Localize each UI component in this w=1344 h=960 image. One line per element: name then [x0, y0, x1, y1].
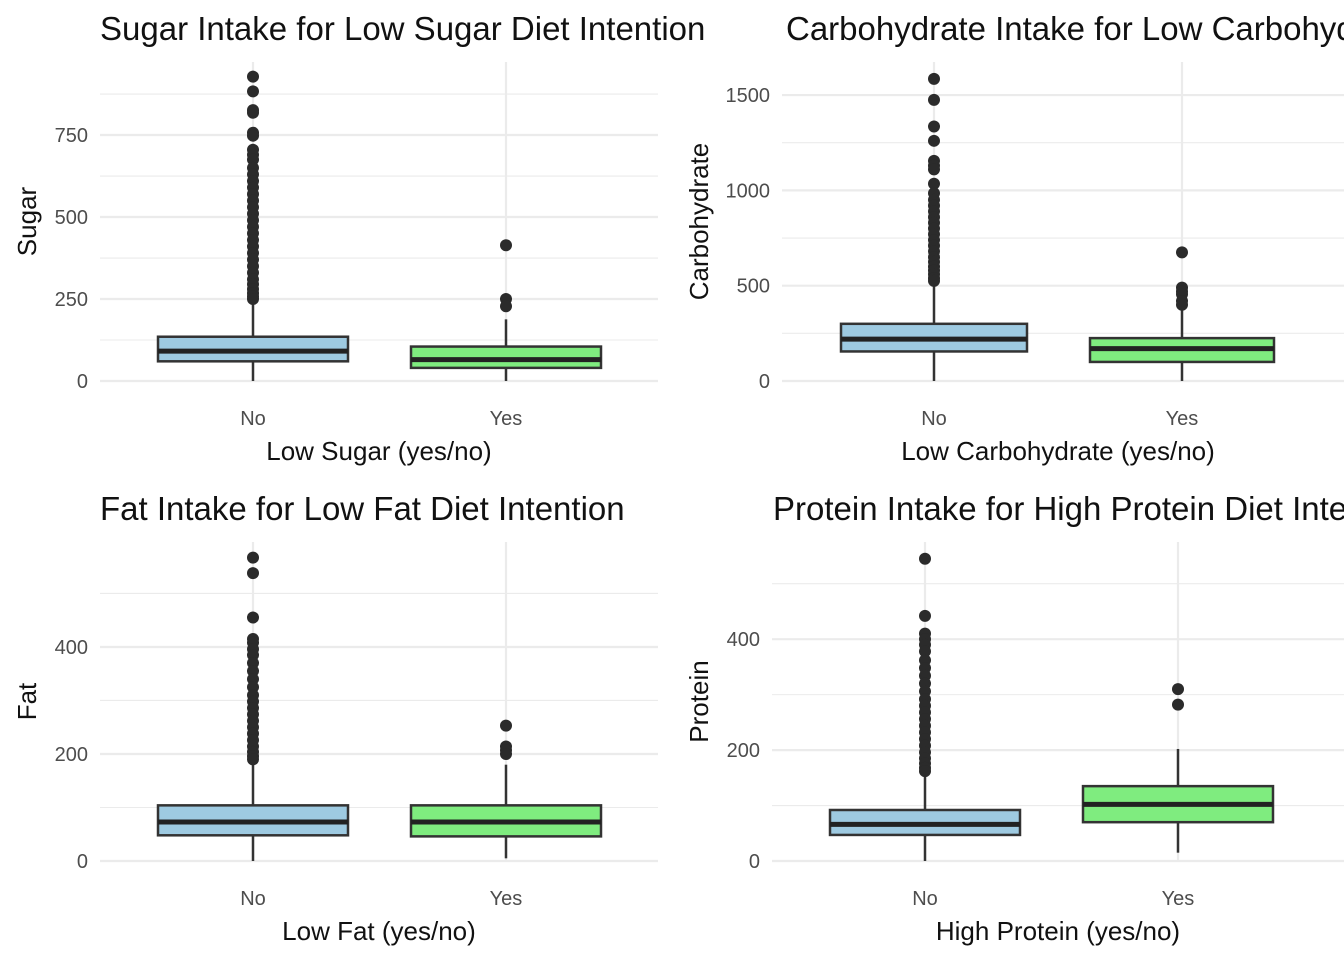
- y-tick-label: 1500: [726, 85, 771, 107]
- outlier-point: [1176, 298, 1188, 311]
- y-tick-label: 750: [55, 125, 88, 147]
- y-tick-label: 500: [55, 207, 88, 229]
- outlier-point: [247, 551, 259, 564]
- outlier-point: [247, 70, 259, 83]
- outlier-point: [247, 129, 259, 142]
- fat-chart: 0 200 400 No Yes Low Fat (yes/no) Fat Fat Intak…: [12, 490, 658, 946]
- outlier-point: [919, 645, 931, 658]
- outlier-point: [247, 611, 259, 624]
- outlier-point: [500, 719, 512, 732]
- y-tick-label: 0: [749, 851, 760, 873]
- y-tick-label: 200: [55, 744, 88, 766]
- x-axis-title: High Protein (yes/no): [936, 916, 1180, 946]
- outlier-point: [247, 106, 259, 119]
- box-yes: [1088, 246, 1276, 381]
- outlier-point: [919, 765, 931, 778]
- protein-chart: 0 200 400 No Yes High Protein (yes/no) Protein…: [684, 490, 1344, 946]
- y-axis-title: Carbohydrate: [684, 143, 714, 301]
- x-axis-title: Low Fat (yes/no): [282, 916, 476, 946]
- y-tick-label: 0: [759, 371, 770, 393]
- outlier-point: [247, 293, 259, 306]
- x-tick-label: Yes: [490, 408, 523, 430]
- y-tick-label: 500: [737, 276, 770, 298]
- box-yes: [1081, 683, 1275, 853]
- x-tick-label: Yes: [1166, 408, 1199, 430]
- y-tick-label: 400: [55, 637, 88, 659]
- x-axis-title: Low Sugar (yes/no): [266, 436, 491, 466]
- y-tick-label: 250: [55, 289, 88, 311]
- box-yes: [409, 239, 603, 381]
- x-tick-label: No: [912, 888, 938, 910]
- outlier-point: [1176, 246, 1188, 259]
- y-tick-label: 400: [727, 629, 760, 651]
- box-no: [156, 551, 350, 861]
- outlier-point: [928, 120, 940, 133]
- outlier-point: [928, 72, 940, 85]
- x-axis-title: Low Carbohydrate (yes/no): [901, 436, 1215, 466]
- outlier-point: [247, 85, 259, 98]
- outlier-point: [1172, 698, 1184, 711]
- x-tick-label: Yes: [490, 888, 523, 910]
- y-axis-title: Sugar: [12, 186, 42, 256]
- box-no: [828, 552, 1022, 861]
- outlier-point: [247, 153, 259, 166]
- x-tick-label: No: [240, 888, 266, 910]
- chart-title: Sugar Intake for Low Sugar Diet Intentio…: [100, 10, 705, 47]
- outlier-point: [928, 177, 940, 190]
- outlier-point: [247, 753, 259, 766]
- carbohydrate-chart: 0 500 1000 1500 No Yes Low Carbohydrate (yes/n…: [684, 10, 1344, 466]
- box-no: [156, 70, 350, 381]
- outlier-point: [928, 134, 940, 147]
- y-tick-label: 200: [727, 740, 760, 762]
- chart-title: Fat Intake for Low Fat Diet Intention: [100, 490, 625, 527]
- outlier-point: [1172, 683, 1184, 696]
- sugar-chart: 0 250 500 750 No Yes Low Sugar (yes/no) Sugar Su…: [12, 10, 705, 466]
- y-tick-label: 0: [77, 371, 88, 393]
- y-axis-title: Protein: [684, 660, 714, 742]
- outlier-point: [919, 609, 931, 622]
- x-tick-label: Yes: [1162, 888, 1195, 910]
- outlier-point: [500, 239, 512, 252]
- outlier-point: [919, 552, 931, 565]
- x-tick-label: No: [240, 408, 266, 430]
- outlier-point: [500, 300, 512, 313]
- y-axis-title: Fat: [12, 682, 42, 720]
- y-tick-label: 0: [77, 851, 88, 873]
- chart-title: Protein Intake for High Protein Diet Int…: [773, 490, 1344, 527]
- box-no: [839, 72, 1029, 381]
- outlier-point: [500, 747, 512, 760]
- box-yes: [409, 719, 603, 859]
- chart-title: Carbohydrate Intake for Low Carbohydrate…: [786, 10, 1344, 47]
- outlier-point: [928, 93, 940, 106]
- outlier-point: [928, 163, 940, 176]
- y-tick-label: 1000: [726, 180, 771, 202]
- x-tick-label: No: [921, 408, 947, 430]
- outlier-point: [928, 274, 940, 287]
- outlier-point: [247, 567, 259, 580]
